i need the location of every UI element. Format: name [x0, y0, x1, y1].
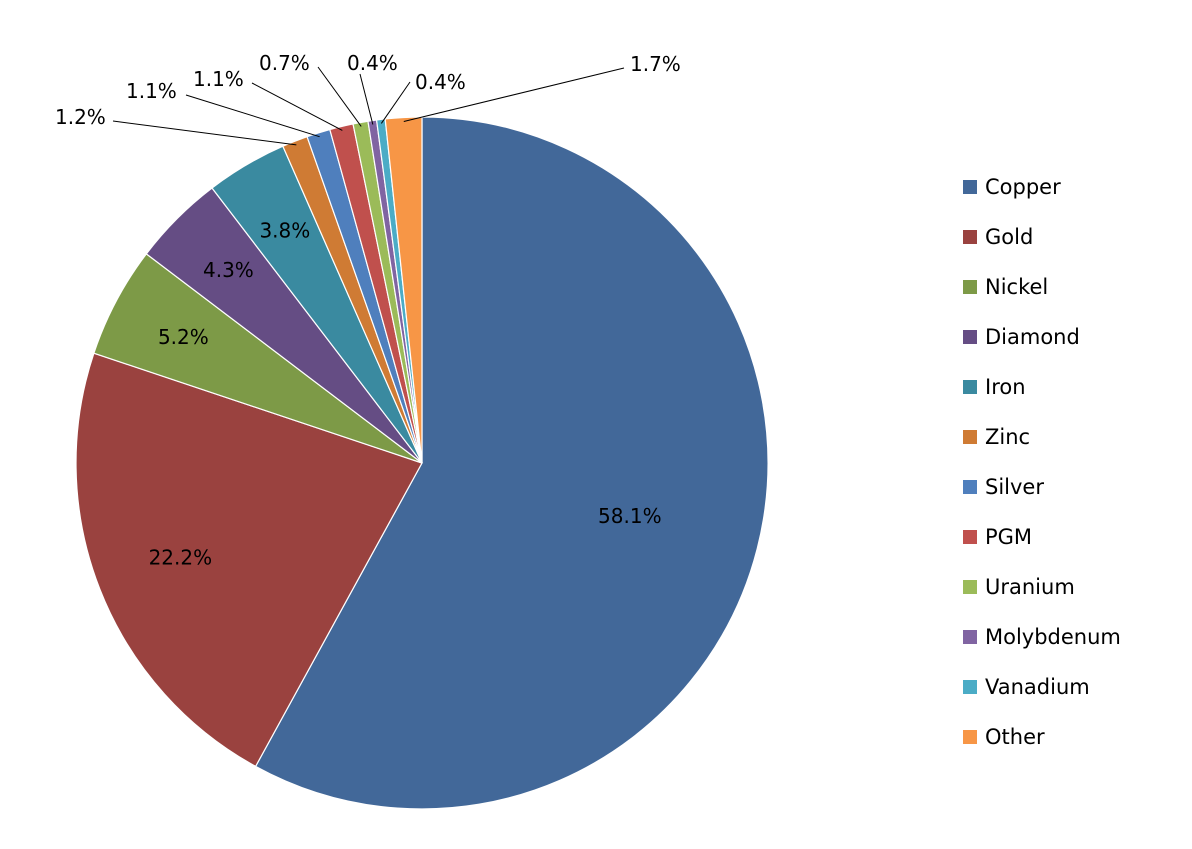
- legend-label-copper: Copper: [985, 175, 1061, 199]
- legend-label-iron: Iron: [985, 375, 1026, 399]
- legend-label-uranium: Uranium: [985, 575, 1075, 599]
- legend-label-gold: Gold: [985, 225, 1033, 249]
- leader-line-molybdenum: [359, 73, 374, 125]
- leader-line-other: [403, 67, 625, 122]
- legend-swatch-vanadium: [963, 680, 977, 694]
- data-label-iron: 3.8%: [259, 219, 310, 243]
- data-label-silver: 1.1%: [126, 79, 177, 103]
- leader-line-pgm: [251, 82, 343, 131]
- legend-label-nickel: Nickel: [985, 275, 1048, 299]
- data-labels: 58.1% 22.2% 5.2% 4.3%3.8% 1.2% 1.1% 1.1% 0.7% 0.…: [55, 51, 681, 570]
- legend-swatch-silver: [963, 480, 977, 494]
- legend-swatch-iron: [963, 380, 977, 394]
- data-label-uranium: 0.7%: [259, 51, 310, 75]
- data-label-gold: 22.2%: [149, 546, 213, 570]
- data-label-copper: 58.1%: [598, 504, 662, 528]
- data-label-diamond: 4.3%: [203, 258, 254, 282]
- legend-swatch-diamond: [963, 330, 977, 344]
- legend-swatch-copper: [963, 180, 977, 194]
- legend-label-vanadium: Vanadium: [985, 675, 1090, 699]
- legend-swatch-gold: [963, 230, 977, 244]
- data-label-vanadium: 0.4%: [415, 70, 466, 94]
- legend-label-diamond: Diamond: [985, 325, 1080, 349]
- pie-slices: [75, 116, 769, 810]
- leader-line-silver: [185, 94, 320, 138]
- data-label-molybdenum: 0.4%: [347, 51, 398, 75]
- legend-swatch-nickel: [963, 280, 977, 294]
- data-label-pgm: 1.1%: [193, 67, 244, 91]
- leader-line-vanadium: [380, 81, 411, 124]
- pie-slice-gold: [75, 352, 423, 768]
- leader-lines: [112, 66, 625, 146]
- legend-label-silver: Silver: [985, 475, 1044, 499]
- legend-label-other: Other: [985, 725, 1045, 749]
- legend: Copper Gold Nickel Diamond Iron Zinc Silver PGM…: [963, 175, 1121, 749]
- legend-swatch-other: [963, 730, 977, 744]
- legend-swatch-zinc: [963, 430, 977, 444]
- legend-label-zinc: Zinc: [985, 425, 1030, 449]
- leader-line-uranium: [317, 66, 362, 127]
- legend-swatch-molybdenum: [963, 630, 977, 644]
- data-label-other: 1.7%: [630, 52, 681, 76]
- pie-slice-copper: [254, 116, 769, 810]
- legend-swatch-pgm: [963, 530, 977, 544]
- data-label-nickel: 5.2%: [158, 325, 209, 349]
- legend-label-pgm: PGM: [985, 525, 1032, 549]
- legend-label-molybdenum: Molybdenum: [985, 625, 1121, 649]
- data-label-zinc: 1.2%: [55, 105, 106, 129]
- leader-line-zinc: [112, 120, 297, 146]
- legend-swatch-uranium: [963, 580, 977, 594]
